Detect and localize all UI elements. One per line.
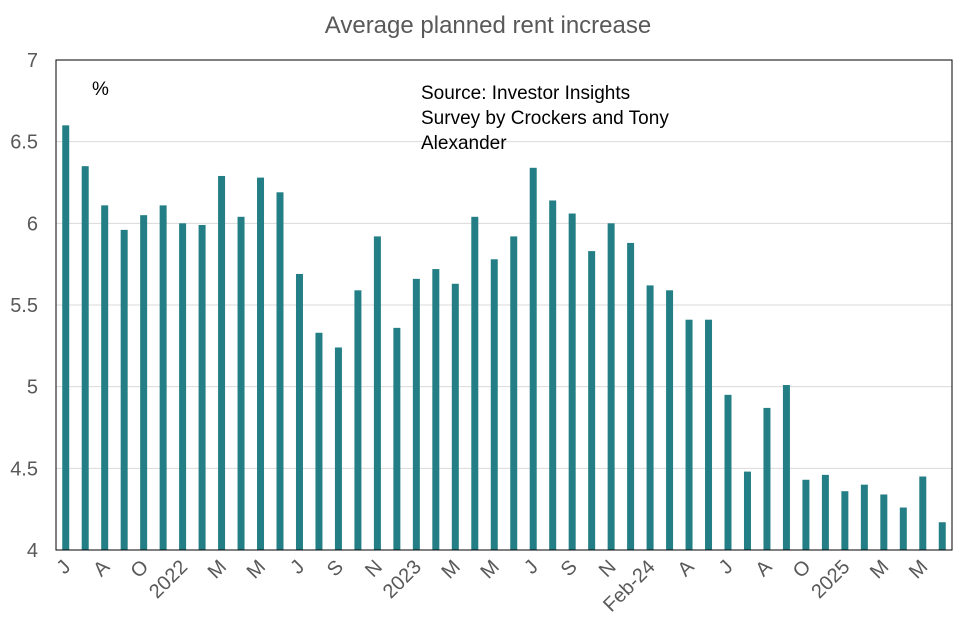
x-tick-label: J — [715, 556, 738, 579]
x-tick-label: O — [789, 556, 816, 583]
bar — [237, 216, 245, 551]
bar — [666, 290, 674, 550]
annotation-line: Source: Investor Insights — [421, 83, 630, 104]
x-tick-label: M — [905, 556, 932, 583]
x-tick-label: 2025 — [807, 556, 854, 603]
x-tick-label: 2022 — [145, 556, 192, 603]
y-tick-label: 5 — [27, 377, 38, 399]
bar — [490, 259, 498, 550]
bar — [899, 507, 907, 550]
bar — [354, 290, 362, 550]
y-tick-label: 4.5 — [10, 458, 38, 480]
x-tick-label: M — [437, 556, 464, 583]
x-tick-label: N — [595, 556, 621, 582]
bar — [257, 177, 265, 550]
bar — [101, 205, 109, 550]
bar — [159, 205, 167, 550]
y-tick-label: 6.5 — [10, 132, 38, 154]
x-tick-label: J — [286, 556, 309, 579]
plot-frame — [55, 59, 953, 551]
bar — [295, 273, 303, 550]
bars — [62, 125, 946, 551]
bar — [763, 407, 771, 550]
annotation-line: Survey by Crockers and Tony — [421, 108, 669, 129]
x-tick-label: O — [127, 556, 154, 583]
x-tick-label: J — [53, 556, 76, 579]
bar — [81, 166, 89, 550]
bar — [938, 522, 946, 550]
bar — [588, 251, 596, 550]
y-tick-label: 6 — [27, 213, 38, 235]
y-tick-label: 7 — [27, 50, 38, 72]
y-tick-label: 4 — [27, 540, 38, 562]
grid-lines — [56, 141, 952, 469]
y-tick-label: 5.5 — [10, 295, 38, 317]
bar — [140, 215, 148, 550]
x-tick-label: A — [89, 556, 114, 581]
bar — [471, 216, 479, 551]
bar — [880, 494, 888, 550]
bar — [412, 278, 420, 550]
bar — [705, 319, 713, 550]
bar — [510, 236, 518, 550]
bar — [685, 319, 693, 550]
bar — [860, 484, 868, 550]
x-tick-label: M — [476, 556, 503, 583]
annotation-line: Alexander — [421, 133, 507, 154]
y-axis-ticks: 4 4.5 5 5.5 6 6.5 7 — [10, 50, 38, 562]
bar — [451, 283, 459, 550]
bar — [276, 192, 284, 551]
bar — [334, 347, 342, 550]
bar — [179, 223, 187, 551]
bar — [198, 224, 206, 550]
bar — [841, 491, 849, 550]
bar — [549, 200, 557, 550]
source-annotation: Source: Investor Insights Survey by Crock… — [421, 83, 669, 154]
bar — [646, 285, 654, 550]
bar — [218, 175, 226, 550]
bar — [919, 476, 927, 550]
bar — [62, 125, 70, 550]
x-tick-label: A — [674, 556, 699, 581]
bar — [821, 474, 829, 550]
x-tick-label: J — [520, 556, 543, 579]
bar — [607, 223, 615, 551]
bar — [393, 327, 401, 550]
bar — [782, 385, 790, 550]
x-tick-label: N — [361, 556, 387, 582]
x-tick-label: A — [752, 556, 777, 581]
bar — [627, 242, 635, 550]
x-tick-label: M — [243, 556, 270, 583]
x-tick-label: S — [557, 556, 582, 581]
bar — [743, 471, 751, 550]
chart-title: Average planned rent increase — [325, 12, 651, 39]
x-tick-label: M — [204, 556, 231, 583]
x-tick-label: 2023 — [379, 556, 426, 603]
bar — [315, 332, 323, 550]
bar — [802, 479, 810, 550]
bar — [432, 269, 440, 550]
bar — [529, 167, 537, 551]
bar — [373, 236, 381, 550]
bar — [568, 213, 576, 551]
bar — [120, 229, 128, 550]
x-tick-label: S — [323, 556, 348, 581]
unit-label: % — [92, 79, 109, 100]
x-tick-label: M — [866, 556, 893, 583]
bar — [724, 394, 732, 550]
